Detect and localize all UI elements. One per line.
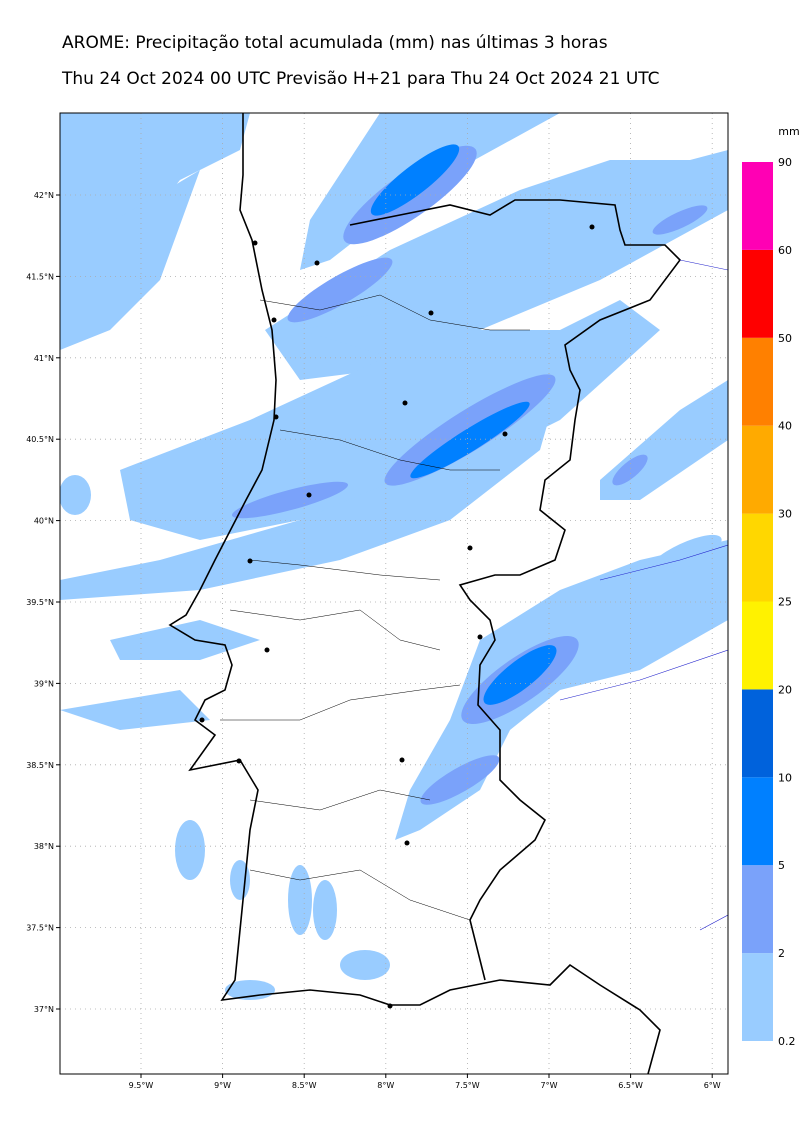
- colorbar-label: 5: [778, 859, 785, 872]
- lat-tick-label: 39°N: [34, 679, 54, 688]
- title: AROME: Precipitação total acumulada (mm)…: [62, 33, 608, 53]
- lon-tick-label: 7.5°W: [455, 1081, 480, 1090]
- map: [60, 113, 728, 1074]
- colorbar-label: 40: [778, 420, 792, 433]
- colorbar-segment: [742, 513, 773, 602]
- colorbar-label: 25: [778, 596, 792, 609]
- lat-tick-label: 37°N: [34, 1005, 54, 1014]
- colorbar-segment: [742, 689, 773, 778]
- lon-tick-label: 6°W: [704, 1081, 721, 1090]
- colorbar-segment: [742, 249, 773, 338]
- colorbar-label: 30: [778, 508, 792, 521]
- lat-tick-label: 38°N: [34, 842, 54, 851]
- colorbar-label: 0.2: [778, 1035, 796, 1048]
- colorbar-label: 10: [778, 771, 792, 784]
- grid: [60, 113, 728, 1074]
- lat-tick-label: 39.5°N: [26, 598, 54, 607]
- precip-light: [60, 113, 728, 1000]
- colorbar-label: 50: [778, 332, 792, 345]
- lon-tick-label: 7°W: [541, 1081, 558, 1090]
- colorbar-segment: [742, 162, 773, 250]
- map-frame: [59, 112, 729, 1075]
- lat-tick-label: 38.5°N: [26, 761, 54, 770]
- colorbar-label: 60: [778, 244, 792, 257]
- lat-tick-label: 40°N: [34, 517, 54, 526]
- colorbar-segment: [742, 865, 773, 954]
- lon-tick-label: 8°W: [377, 1081, 394, 1090]
- lat-tick-label: 41°N: [34, 354, 54, 363]
- subtitle: Thu 24 Oct 2024 00 UTC Previsão H+21 par…: [61, 69, 660, 89]
- colorbar-segment: [742, 953, 773, 1041]
- lat-tick-label: 37.5°N: [26, 924, 54, 933]
- colorbar-segment: [742, 425, 773, 514]
- cities: [199, 224, 595, 1009]
- colorbar-segment: [742, 777, 773, 866]
- lon-tick-label: 9°W: [214, 1081, 231, 1090]
- lat-tick-label: 42°N: [34, 191, 54, 200]
- lon-tick-label: 8.5°W: [292, 1081, 317, 1090]
- lat-tick-label: 40.5°N: [26, 435, 54, 444]
- colorbar-label: 90: [778, 156, 792, 169]
- rivers: [559, 259, 728, 931]
- colorbar-unit: mm: [778, 125, 799, 138]
- districts: [220, 294, 530, 921]
- coastline: [168, 113, 661, 1074]
- colorbar-segment: [742, 337, 773, 426]
- lon-tick-label: 9.5°W: [129, 1081, 154, 1090]
- lon-tick-label: 6.5°W: [618, 1081, 643, 1090]
- colorbar-label: 20: [778, 683, 792, 696]
- border: [349, 199, 682, 981]
- colorbar-label: 2: [778, 947, 785, 960]
- lat-tick-label: 41.5°N: [26, 272, 54, 281]
- colorbar-segment: [742, 601, 773, 690]
- precip-high: [370, 144, 557, 705]
